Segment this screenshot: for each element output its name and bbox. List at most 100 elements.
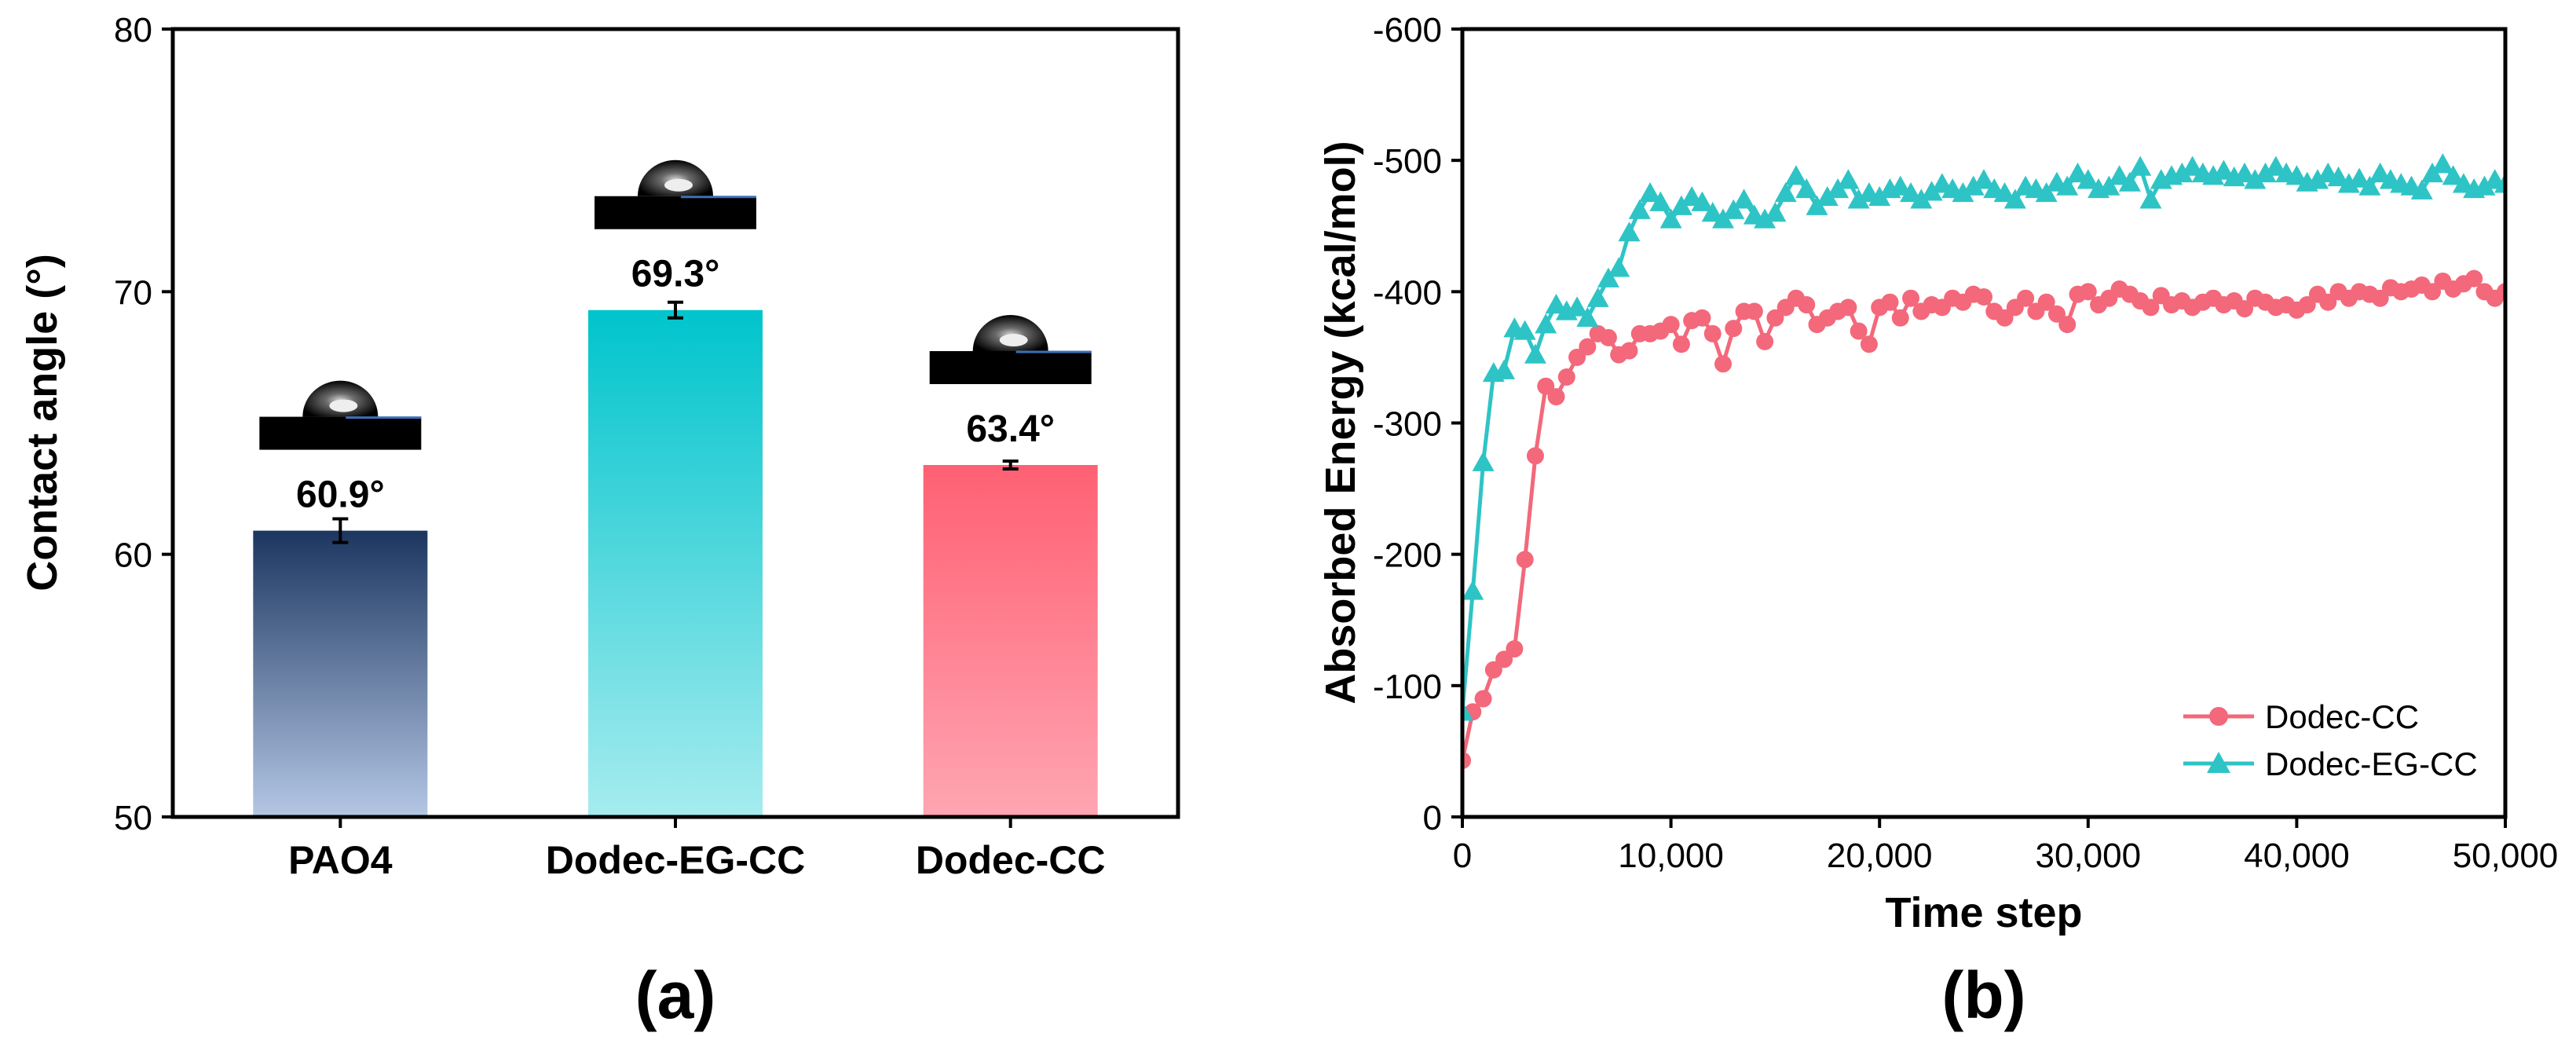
data-point (1754, 208, 1776, 229)
data-point (2212, 159, 2235, 180)
data-point (2348, 167, 2371, 188)
data-point (1910, 189, 1933, 209)
data-point (2047, 305, 2066, 323)
data-point (2139, 189, 2162, 209)
bar-dodec-cc (923, 464, 1098, 817)
data-point (1920, 181, 1943, 201)
data-point (1545, 294, 1568, 314)
data-point (2129, 156, 2152, 176)
line-chart-panel: 0 -100 -200 -300 -400 -500 -600 0 10,000 20,000 3… (1317, 11, 2558, 1032)
data-point (1599, 328, 1617, 346)
data-point (1516, 551, 1534, 569)
data-point (1597, 267, 1619, 287)
data-point (2202, 165, 2225, 185)
data-point (1703, 324, 1722, 342)
data-point (1659, 208, 1682, 229)
y-axis-label: Contact angle (°) (19, 254, 66, 591)
data-point (2079, 283, 2097, 301)
data-point (2424, 283, 2442, 301)
y-tick-label: -500 (1373, 142, 1442, 181)
data-point (1586, 287, 1609, 307)
data-point (1868, 185, 1891, 207)
data-point (1639, 181, 1662, 203)
x-tick-label: 50,000 (2453, 837, 2559, 875)
value-labels: 60.9° 69.3° 63.4° (296, 254, 1055, 516)
value-label: 69.3° (631, 254, 720, 295)
data-point (1535, 313, 1557, 334)
data-point (2371, 289, 2389, 307)
data-point (1672, 335, 1690, 353)
data-point (1952, 181, 1974, 203)
x-tick-label: 10,000 (1618, 837, 1724, 875)
data-point (2108, 165, 2131, 185)
y-axis-label: Absorbed Energy (kcal/mol) (1317, 141, 1364, 704)
legend: Dodec-CC Dodec-EG-CC (2183, 698, 2478, 782)
data-point (1462, 701, 1473, 721)
panel-label-b: (b) (1941, 958, 2025, 1032)
bar-dodec-eg-cc (588, 309, 763, 817)
data-point (1484, 661, 1502, 679)
data-point (1784, 165, 1807, 185)
data-point (1722, 199, 1745, 219)
data-point (1493, 359, 1516, 379)
data-point (1837, 169, 1860, 189)
data-point (2442, 165, 2464, 185)
data-point (1798, 296, 1816, 314)
series-line (1462, 162, 2505, 712)
bars (253, 309, 1098, 817)
data-point (1568, 348, 1586, 366)
data-point (2358, 175, 2381, 196)
series-dodec-eg-cc (1462, 153, 2505, 721)
legend-item-dodec-cc: Dodec-CC (2183, 698, 2419, 735)
data-point (2285, 165, 2308, 185)
data-point (1618, 222, 1641, 242)
data-point (2066, 162, 2089, 183)
data-point (1764, 202, 1787, 222)
value-label: 60.9° (296, 474, 385, 516)
x-tick-label: 0 (1453, 837, 1472, 875)
data-point (1733, 189, 1755, 209)
data-point (1628, 199, 1651, 219)
x-tick-label: 20,000 (1827, 837, 1933, 875)
y-axis-ticks: 50 60 70 80 (114, 11, 173, 837)
x-axis-label: Time step (1885, 889, 2082, 936)
data-point (1996, 309, 2014, 327)
droplet-images (259, 159, 1092, 450)
data-point (1566, 296, 1589, 317)
data-point (2494, 173, 2505, 193)
data-point (2236, 300, 2253, 318)
panel-label-a: (a) (635, 958, 716, 1032)
data-point (2254, 162, 2277, 183)
data-point (1714, 355, 1732, 373)
error-bar (1002, 459, 1019, 471)
data-point (1725, 320, 1743, 338)
data-point (2142, 298, 2160, 317)
data-point (1962, 175, 1985, 196)
bar-chart-panel: 50 60 70 80 PAO4 Dodec-EG-CC Dodec-CC 60.9° 69… (19, 11, 1180, 1032)
error-bar (332, 517, 349, 544)
data-point (1662, 316, 1680, 334)
droplet-icon (595, 159, 756, 229)
data-point (1691, 191, 1714, 211)
data-point (1756, 332, 1774, 350)
data-point (1576, 306, 1599, 327)
y-axis-ticks: 0 -100 -200 -300 -400 -500 -600 (1373, 11, 1462, 837)
y-tick-label: 70 (114, 273, 152, 312)
data-point (2171, 162, 2194, 183)
data-point (2017, 289, 2035, 307)
data-point (2319, 293, 2337, 311)
data-point (2369, 162, 2391, 183)
data-point (2465, 269, 2483, 287)
data-point (1462, 580, 1484, 600)
error-bar (668, 300, 683, 320)
x-tick-label: PAO4 (288, 838, 393, 882)
droplet-icon (259, 380, 422, 450)
data-point (1474, 690, 1492, 708)
data-point (2306, 169, 2329, 189)
data-point (1891, 309, 1909, 327)
data-point (1900, 181, 1923, 203)
data-point (1526, 447, 1544, 465)
x-axis-ticks: 0 10,000 20,000 30,000 40,000 50,000 (1453, 817, 2559, 875)
data-point (2035, 181, 2058, 203)
